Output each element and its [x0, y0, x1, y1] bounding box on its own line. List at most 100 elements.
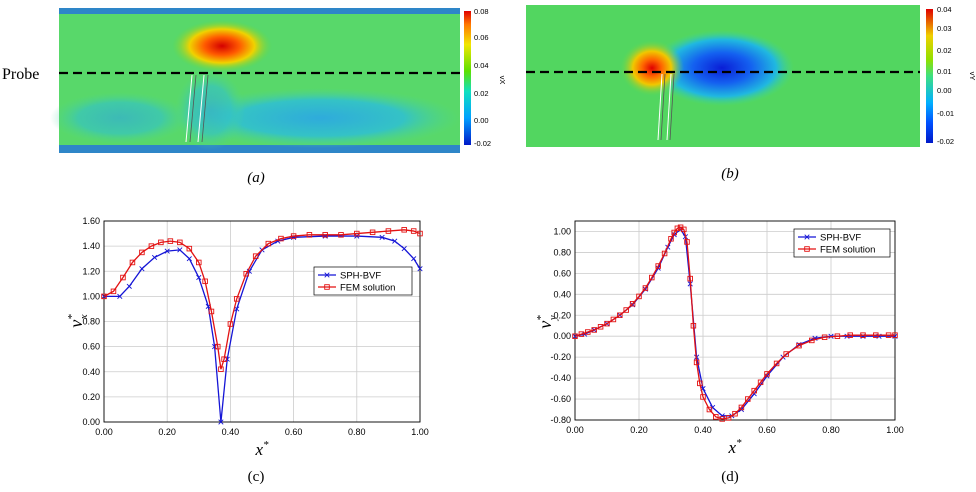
legend-marker: [324, 284, 330, 290]
x-tick-label: 0.20: [158, 427, 176, 437]
data-point: [218, 419, 224, 425]
y-tick-label: 0.40: [553, 289, 571, 299]
colorbar-a-tick: 0.02: [474, 89, 489, 98]
data-point: [885, 332, 892, 338]
data-point: [278, 235, 284, 242]
data-point: [417, 230, 423, 237]
data-point: [700, 394, 706, 400]
data-point: [252, 253, 259, 259]
data-point: [713, 414, 719, 420]
data-point: [224, 356, 230, 362]
x-tick-label: 1.00: [886, 425, 904, 435]
data-point: [719, 413, 725, 419]
colorbar-a-tick: 0.00: [474, 116, 489, 125]
data-point: [719, 416, 725, 422]
data-point: [208, 308, 215, 315]
data-point: [401, 227, 407, 233]
legend-box: [793, 228, 891, 258]
data-point: [227, 321, 234, 327]
data-point: [290, 233, 297, 239]
data-point: [668, 236, 674, 242]
contour-panel-b: [526, 5, 920, 147]
data-point: [139, 249, 145, 256]
x-tick-label: 0.40: [222, 427, 240, 437]
data-point: [757, 379, 764, 386]
data-point: [110, 288, 117, 295]
data-point: [338, 232, 344, 238]
data-point: [211, 344, 218, 350]
y-tick-label: 0.80: [82, 317, 100, 327]
data-point: [177, 247, 183, 253]
data-point: [186, 256, 192, 262]
series-line: [104, 235, 421, 423]
x-tick-label: 0.40: [694, 425, 712, 435]
y-tick-label: 0.00: [553, 331, 571, 341]
colorbar-b-tick: 0.04: [937, 5, 952, 14]
legend-label: SPH-BVF: [820, 233, 861, 244]
y-axis-label: v*y: [535, 315, 559, 329]
y-tick-label: 0.00: [82, 417, 100, 427]
y-tick-label: -0.40: [550, 373, 571, 383]
x-tick-label: 1.00: [411, 427, 429, 437]
data-point: [126, 283, 132, 289]
data-point: [892, 332, 898, 338]
data-point: [709, 404, 716, 411]
data-point: [732, 410, 738, 417]
data-point: [610, 316, 617, 323]
data-point: [218, 366, 224, 372]
y-tick-label: -0.20: [550, 352, 571, 362]
data-point: [243, 271, 249, 277]
data-point: [604, 320, 610, 327]
x-tick-label: 0.20: [630, 425, 648, 435]
colorbar-a-tick: 0.04: [474, 61, 489, 70]
colorbar-a-ticks: 0.08 0.06 0.04 0.02 0.00 -0.02 vX: [474, 7, 507, 148]
data-point: [148, 243, 155, 249]
x-tick-label: 0.60: [285, 427, 303, 437]
data-point: [674, 225, 681, 232]
colorbar-b-tick: 0.01: [937, 67, 952, 76]
y-tick-label: 0.60: [82, 342, 100, 352]
data-point: [661, 250, 668, 257]
data-point: [215, 343, 221, 350]
chart-c: 0.00 0.20 0.40 0.60 0.80 1.00 1.20 1.40 1.60 0.00…: [66, 216, 429, 459]
x-axis-label: x*: [254, 439, 269, 459]
data-point: [379, 234, 385, 240]
data-point: [690, 322, 697, 329]
data-point: [655, 263, 661, 269]
data-point: [158, 239, 164, 246]
x-tick-label: 0.80: [822, 425, 840, 435]
panel-label-d: (d): [721, 469, 739, 485]
data-point: [167, 238, 174, 244]
legend-label: SPH-BVF: [340, 271, 381, 282]
data-point: [809, 337, 815, 344]
y-tick-label: 1.40: [82, 241, 100, 251]
data-point: [684, 239, 690, 245]
data-point: [410, 228, 417, 234]
data-point: [706, 406, 713, 413]
data-point: [401, 246, 407, 252]
data-point: [578, 331, 585, 337]
legend-label: FEM solution: [820, 245, 875, 256]
chart-d: 1.00 0.80 0.60 0.40 0.20 0.00 -0.20 -0.40 -0.60 -…: [535, 220, 904, 457]
data-point: [642, 285, 649, 291]
panel-label-a: (a): [247, 170, 265, 186]
data-point: [265, 240, 272, 247]
x-tick-label: 0.00: [566, 425, 584, 435]
colorbar-b-tick: 0.02: [937, 46, 952, 55]
colorbar-a-title: vX: [498, 76, 507, 85]
data-point: [629, 300, 636, 307]
y-tick-label: -0.60: [550, 394, 571, 404]
data-point: [322, 232, 328, 238]
data-point: [873, 332, 879, 338]
legend-marker: [804, 246, 810, 252]
series-line: [103, 229, 421, 370]
data-point: [572, 333, 578, 339]
data-point: [751, 387, 757, 394]
colorbar-a: [464, 11, 471, 145]
x-axis-label: x*: [727, 437, 742, 457]
data-point: [411, 256, 417, 262]
data-point: [233, 296, 240, 302]
data-point: [572, 333, 578, 339]
y-tick-label: 0.40: [82, 367, 100, 377]
data-point: [847, 332, 853, 338]
